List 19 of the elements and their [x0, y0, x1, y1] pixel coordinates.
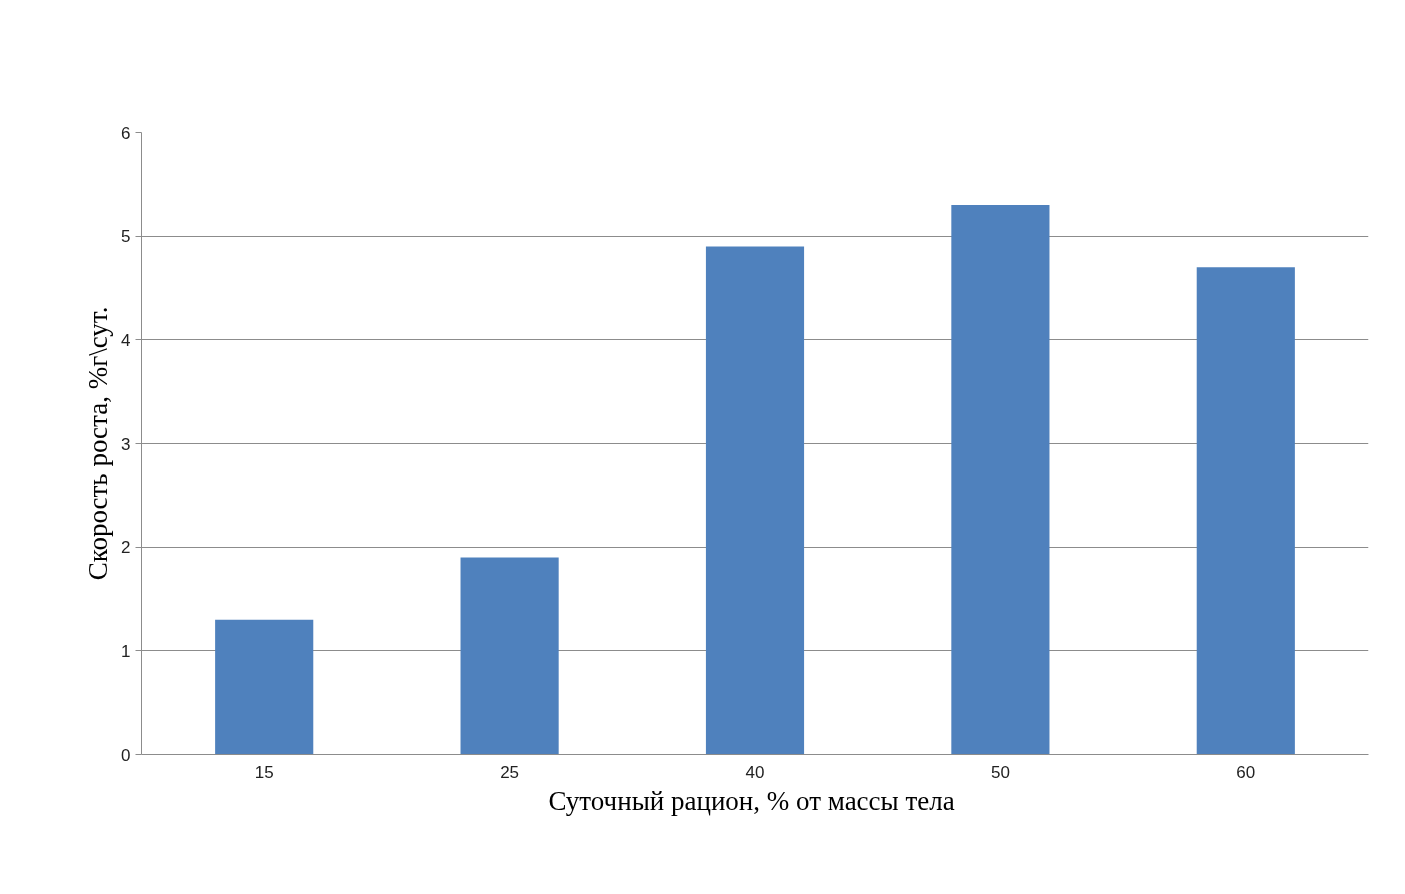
bar — [1196, 267, 1295, 755]
x-axis-title: Суточный рацион, % от массы тела — [548, 785, 955, 816]
y-tick-label: 4 — [121, 330, 131, 350]
x-tick-label: 15 — [254, 762, 274, 782]
x-tick-label: 40 — [745, 762, 765, 782]
y-tick-label: 0 — [121, 745, 131, 765]
y-tick-label: 3 — [121, 434, 131, 454]
y-axis-title: Скорость роста, %г\сут. — [83, 306, 114, 581]
y-tick-label: 1 — [121, 641, 131, 661]
x-tick-label: 25 — [500, 762, 520, 782]
y-tick-label: 2 — [121, 538, 131, 558]
bar — [215, 619, 314, 755]
y-tick-label: 5 — [121, 227, 131, 247]
bar — [951, 205, 1050, 755]
x-tick-label: 60 — [1236, 762, 1256, 782]
bar — [460, 557, 559, 755]
y-tick-label: 6 — [121, 123, 131, 143]
bar — [705, 246, 805, 755]
x-tick-label: 50 — [990, 762, 1010, 782]
